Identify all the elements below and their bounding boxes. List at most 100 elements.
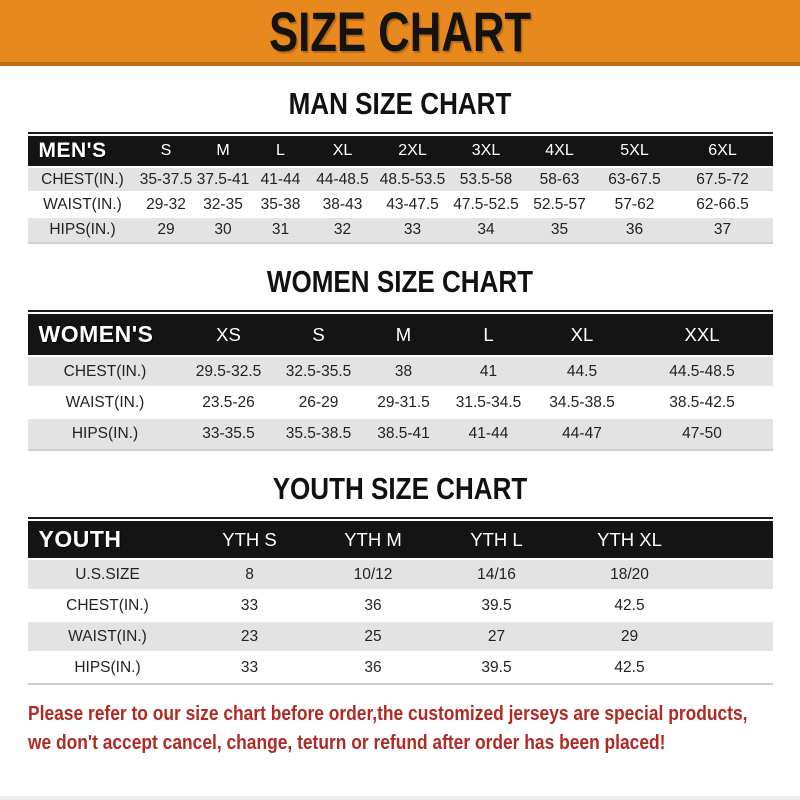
womens-table-wrap: WOMEN'S XS S M L XL XXL CHEST(IN.) 29.5-32.5 32.5… <box>27 310 773 451</box>
category-label: YOUTH <box>38 526 122 552</box>
measurement-label: CHEST(IN.) <box>66 596 149 614</box>
table-header-bar: WOMEN'S XS S M L XL XXL <box>27 314 773 356</box>
measurement-value: 29-32 <box>146 195 186 213</box>
mens-size-table: MEN'S S M L XL 2XL 3XL 4XL 5XL 6XL CHEST(IN.) 35-37… <box>27 136 773 242</box>
measurement-value: 34 <box>477 221 495 238</box>
category-label: WOMEN'S <box>38 321 154 347</box>
bottom-edge-line <box>0 796 800 800</box>
filler-cell <box>701 521 773 559</box>
size-column-header: M <box>216 142 230 159</box>
size-column-header: S <box>160 142 172 159</box>
measurement-value: 36 <box>364 659 382 676</box>
measurement-row: CHEST(IN.) 33 36 39.5 42.5 <box>27 590 773 621</box>
measurement-value: 32.5-35.5 <box>285 362 352 380</box>
measurement-value: 37 <box>713 221 732 238</box>
measurement-label: HIPS(IN.) <box>49 221 116 238</box>
measurement-value: 38-43 <box>322 195 363 213</box>
youth-section-heading: YOUTH SIZE CHART <box>272 471 528 506</box>
measurement-row: HIPS(IN.) 33-35.5 35.5-38.5 38.5-41 41-44 44-… <box>27 418 773 449</box>
measurement-label: CHEST(IN.) <box>41 170 124 188</box>
measurement-row: WAIST(IN.) 23 25 27 29 <box>27 621 773 652</box>
size-column-header: 5XL <box>620 142 649 159</box>
filler-cell <box>701 652 773 683</box>
measurement-value: 44.5 <box>566 362 598 380</box>
measurement-value: 39.5 <box>481 659 512 676</box>
footer-line-1: Please refer to our size chart before or… <box>28 703 748 725</box>
measurement-value: 48.5-53.5 <box>379 170 446 188</box>
measurement-value: 41-44 <box>260 170 301 188</box>
measurement-value: 36 <box>625 221 644 238</box>
measurement-value: 33-35.5 <box>202 425 255 442</box>
measurement-value: 26-29 <box>298 393 339 411</box>
measurement-row: HIPS(IN.) 33 36 39.5 42.5 <box>27 652 773 683</box>
measurement-value: 38.5-41 <box>377 425 430 442</box>
measurement-value: 25 <box>364 627 382 645</box>
measurement-value: 52.5-57 <box>533 195 586 213</box>
size-column-header: YTH M <box>344 528 402 550</box>
size-column-header: M <box>395 323 412 345</box>
measurement-value: 47-50 <box>682 425 722 442</box>
size-column-header: L <box>483 323 494 345</box>
measurement-row: WAIST(IN.) 29-32 32-35 35-38 38-43 43-47.5 47.… <box>27 192 773 217</box>
measurement-label: WAIST(IN.) <box>68 627 147 645</box>
measurement-value: 8 <box>245 565 254 583</box>
size-column-header: XXL <box>684 323 720 345</box>
mens-section-heading: MAN SIZE CHART <box>288 86 512 121</box>
size-column-header: XL <box>570 323 594 345</box>
mens-table-wrap: MEN'S S M L XL 2XL 3XL 4XL 5XL 6XL CHEST(IN.) 35-37… <box>27 132 773 244</box>
table-header-bar: MEN'S S M L XL 2XL 3XL 4XL 5XL 6XL <box>27 136 773 167</box>
size-column-header: 6XL <box>708 142 737 159</box>
measurement-value: 35 <box>550 221 569 238</box>
size-column-header: S <box>312 323 325 345</box>
size-column-header: YTH S <box>222 528 277 550</box>
filler-cell <box>701 621 773 652</box>
filler-cell <box>701 559 773 590</box>
womens-section-heading: WOMEN SIZE CHART <box>266 264 534 299</box>
measurement-value: 57-62 <box>614 195 655 213</box>
measurement-label: U.S.SIZE <box>75 565 140 583</box>
size-chart-banner: SIZE CHART <box>0 0 800 66</box>
measurement-value: 33 <box>403 221 422 238</box>
measurement-value: 31 <box>271 221 290 238</box>
banner-title: SIZE CHART <box>268 0 532 63</box>
measurement-value: 33 <box>240 659 259 676</box>
size-column-header: XS <box>216 323 241 345</box>
measurement-row: WAIST(IN.) 23.5-26 26-29 29-31.5 31.5-34.5 34… <box>27 387 773 418</box>
measurement-value: 36 <box>364 596 382 614</box>
youth-size-table: YOUTH YTH S YTH M YTH L YTH XL U.S.SIZE 8 10/12… <box>27 521 773 683</box>
size-column-header: L <box>276 142 285 159</box>
measurement-value: 53.5-58 <box>459 170 513 188</box>
measurement-value: 44-47 <box>562 425 602 442</box>
measurement-value: 29 <box>157 221 175 238</box>
measurement-value: 10/12 <box>353 565 393 583</box>
measurement-value: 44.5-48.5 <box>669 362 735 380</box>
measurement-value: 29-31.5 <box>377 393 430 411</box>
measurement-value: 23.5-26 <box>202 393 255 411</box>
measurement-value: 14/16 <box>477 565 516 583</box>
measurement-value: 42.5 <box>614 596 645 614</box>
measurement-value: 58-63 <box>539 170 580 188</box>
measurement-label: HIPS(IN.) <box>71 425 139 442</box>
measurement-value: 62-66.5 <box>696 195 749 213</box>
measurement-value: 29 <box>620 627 639 645</box>
size-column-header: 3XL <box>471 142 501 159</box>
measurement-label: WAIST(IN.) <box>43 195 122 213</box>
measurement-row: HIPS(IN.) 29 30 31 32 33 34 35 36 37 <box>27 217 773 242</box>
measurement-value: 29.5-32.5 <box>195 362 262 380</box>
measurement-value: 34.5-38.5 <box>549 393 615 411</box>
measurement-value: 33 <box>240 596 259 614</box>
measurement-row: U.S.SIZE 8 10/12 14/16 18/20 <box>27 559 773 590</box>
filler-cell <box>701 590 773 621</box>
measurement-value: 23 <box>240 627 259 645</box>
size-column-header: YTH L <box>470 528 523 550</box>
measurement-value: 38.5-42.5 <box>669 393 735 411</box>
category-label: MEN'S <box>38 139 107 162</box>
measurement-value: 41-44 <box>468 425 509 442</box>
measurement-label: WAIST(IN.) <box>65 393 145 411</box>
footer-line-2: we don't accept cancel, change, teturn o… <box>28 732 666 754</box>
womens-size-table: WOMEN'S XS S M L XL XXL CHEST(IN.) 29.5-32.5 32.5… <box>27 314 773 449</box>
measurement-value: 67.5-72 <box>696 170 749 188</box>
measurement-value: 43-47.5 <box>386 195 439 213</box>
measurement-value: 42.5 <box>614 659 645 676</box>
measurement-value: 30 <box>214 221 232 238</box>
